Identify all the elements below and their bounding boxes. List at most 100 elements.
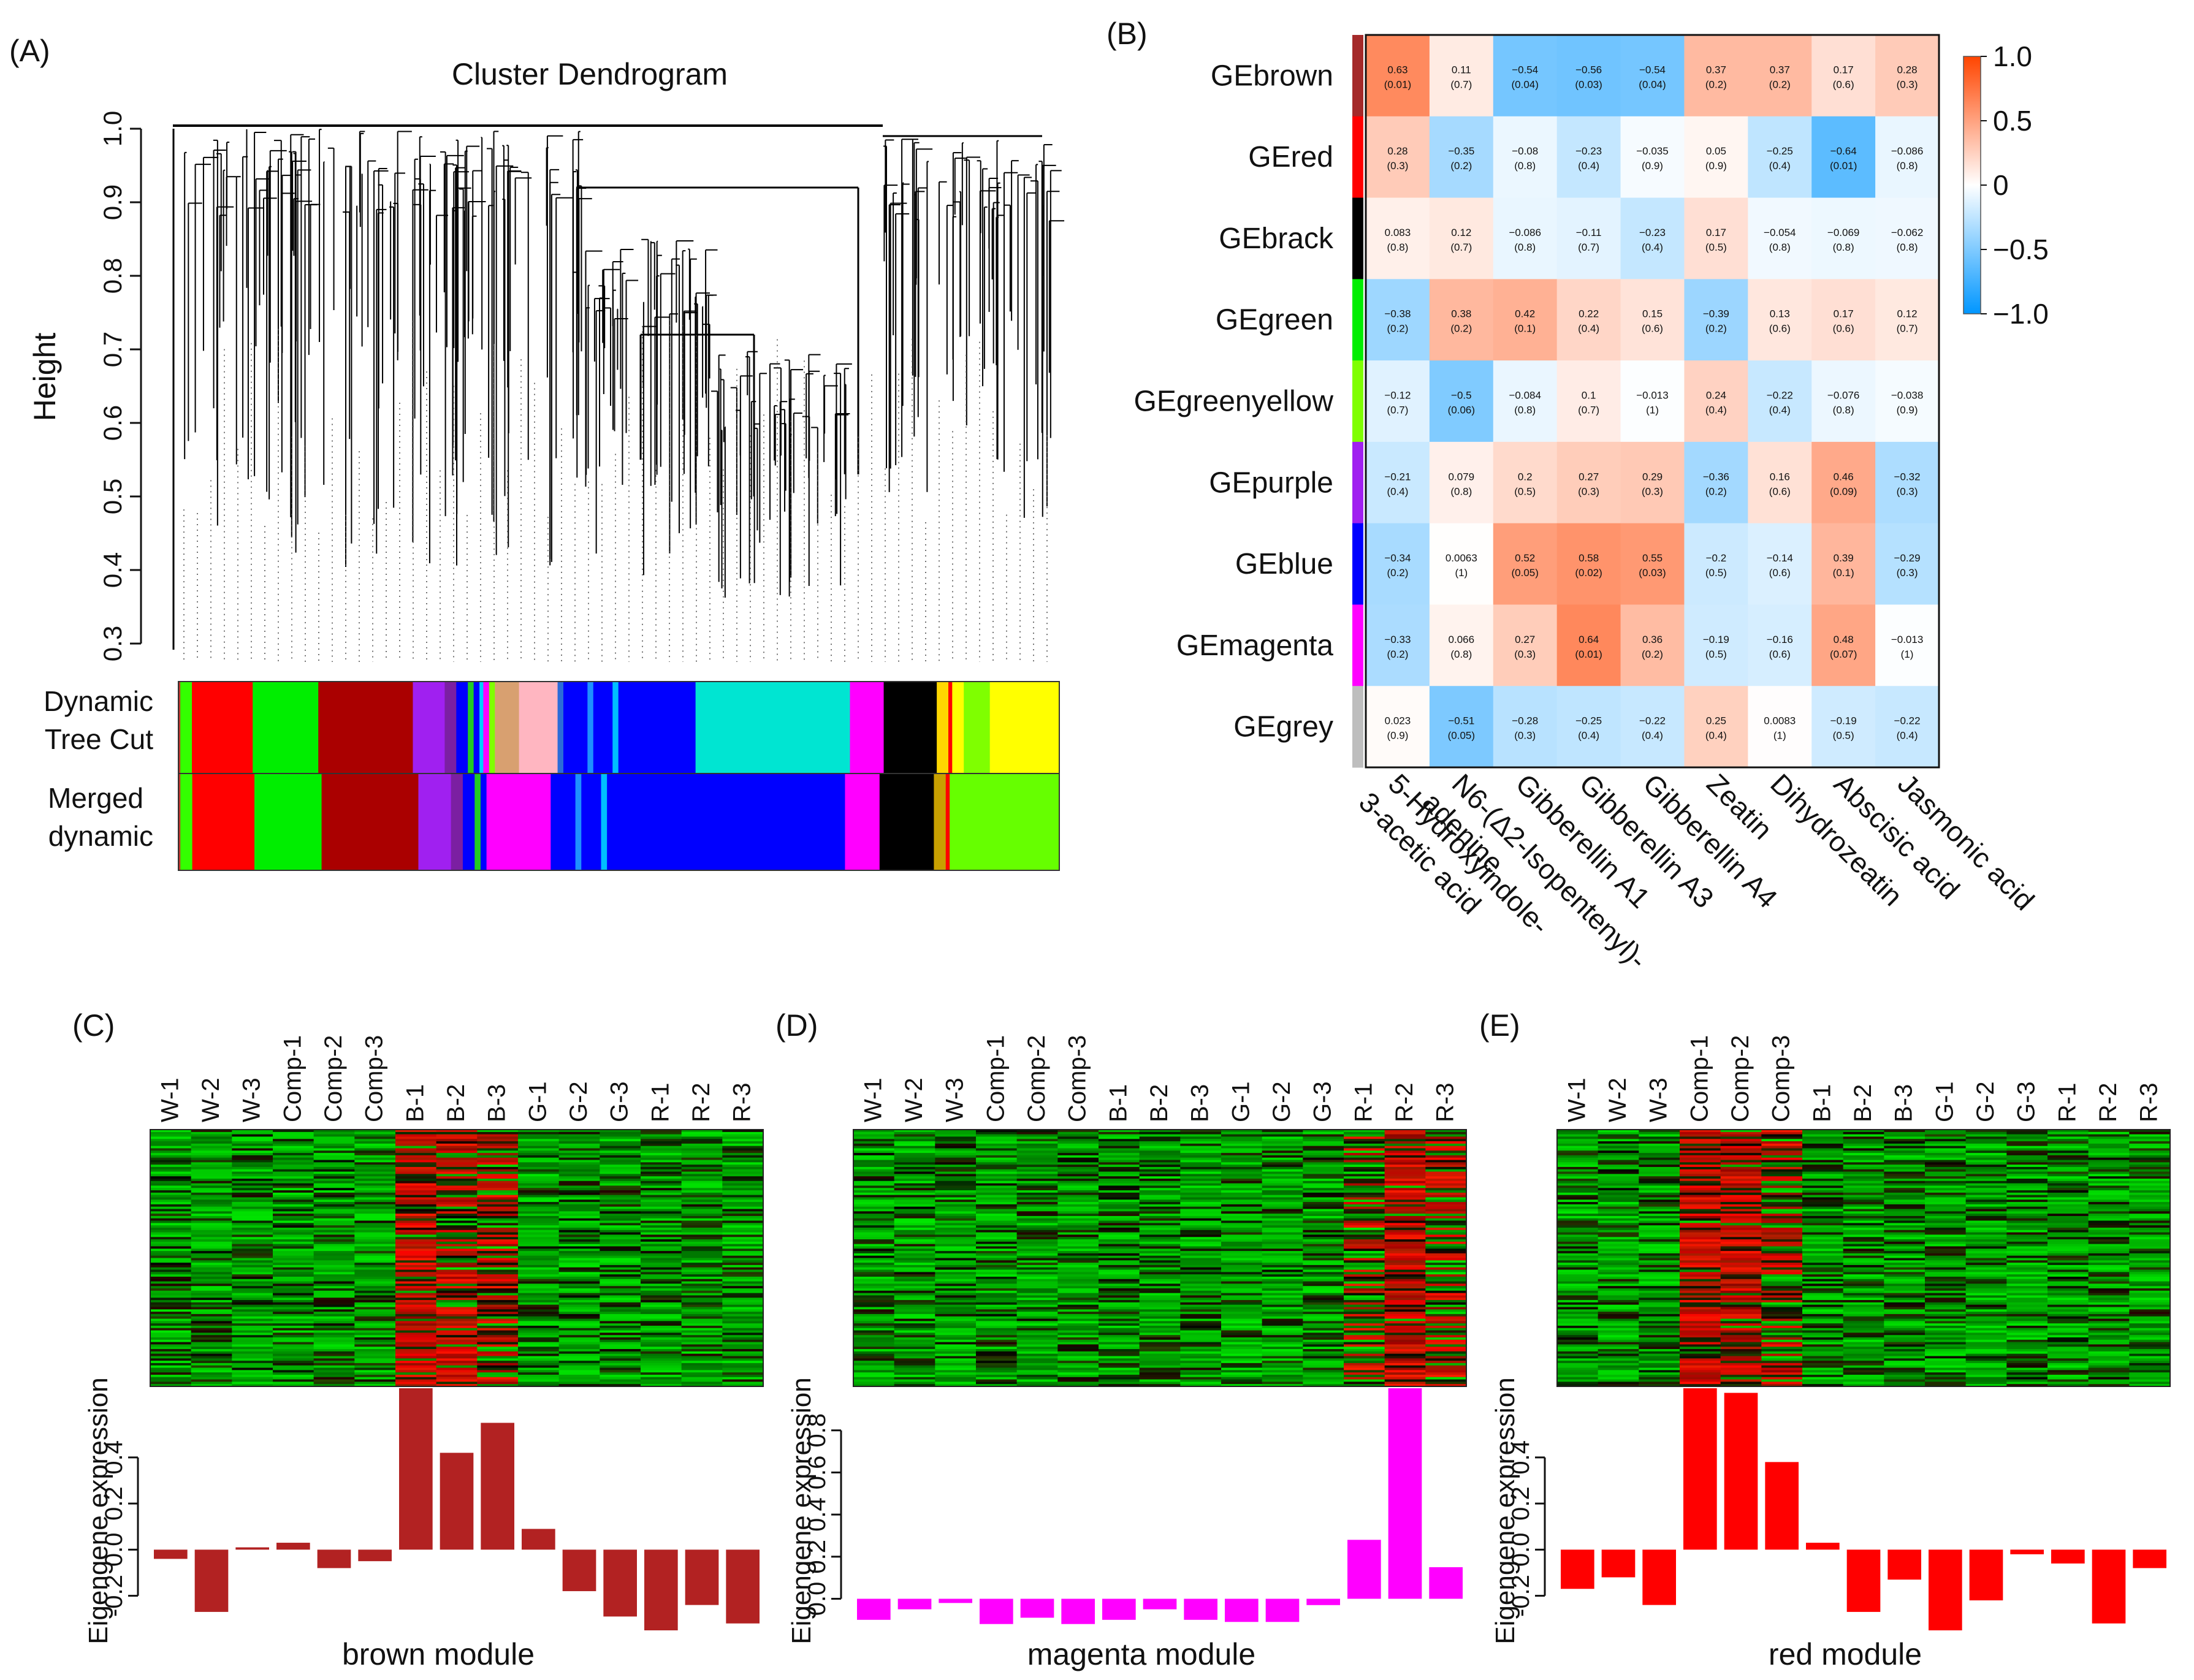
expression-heatmap-cell bbox=[1016, 1150, 1058, 1154]
expression-heatmap-cell bbox=[273, 1239, 314, 1242]
expression-heatmap-cell bbox=[1680, 1323, 1721, 1326]
expression-heatmap-cell bbox=[477, 1146, 519, 1149]
expression-heatmap-cell bbox=[558, 1199, 600, 1203]
expression-heatmap-cell bbox=[935, 1241, 977, 1245]
expression-heatmap-cell bbox=[1180, 1143, 1222, 1147]
expression-heatmap-cell bbox=[313, 1332, 355, 1336]
expression-heatmap-cell bbox=[1761, 1276, 1803, 1280]
cell-correlation: −0.22 bbox=[1767, 390, 1793, 401]
expression-heatmap-cell bbox=[436, 1209, 478, 1212]
expression-heatmap-cell bbox=[232, 1361, 273, 1364]
expression-heatmap-cell bbox=[1598, 1197, 1639, 1200]
expression-heatmap-cell bbox=[477, 1269, 519, 1272]
expression-heatmap-cell bbox=[150, 1209, 192, 1212]
expression-heatmap-cell bbox=[641, 1134, 682, 1138]
expression-heatmap-cell bbox=[1557, 1190, 1599, 1193]
expression-heatmap-cell bbox=[518, 1178, 560, 1182]
expression-heatmap-cell bbox=[1180, 1190, 1222, 1193]
expression-heatmap-cell bbox=[853, 1321, 895, 1324]
expression-heatmap-cell bbox=[1384, 1143, 1426, 1147]
expression-heatmap-cell bbox=[1720, 1312, 1762, 1315]
cell-pvalue: (0.4) bbox=[1578, 160, 1599, 172]
expression-heatmap-cell bbox=[1425, 1153, 1467, 1156]
expression-heatmap-cell bbox=[518, 1166, 560, 1170]
expression-heatmap-cell bbox=[1425, 1165, 1467, 1168]
expression-heatmap-cell bbox=[518, 1298, 560, 1301]
expression-heatmap-cell bbox=[1384, 1160, 1426, 1163]
expression-heatmap-cell bbox=[1598, 1136, 1639, 1139]
expression-heatmap-cell bbox=[1598, 1365, 1639, 1369]
expression-heatmap-cell bbox=[395, 1202, 437, 1205]
expression-heatmap-cell bbox=[1425, 1382, 1467, 1385]
heatmap-frame bbox=[1365, 34, 1940, 769]
expression-heatmap-cell bbox=[1761, 1131, 1803, 1135]
expression-heatmap-cell bbox=[976, 1211, 1018, 1214]
expression-heatmap-cell bbox=[477, 1288, 519, 1291]
cell-pvalue: (0.9) bbox=[1705, 160, 1727, 172]
expression-heatmap-cell bbox=[1557, 1312, 1599, 1315]
expression-heatmap-cell bbox=[477, 1139, 519, 1142]
expression-heatmap-cell bbox=[477, 1313, 519, 1317]
cell-correlation: −0.51 bbox=[1448, 715, 1474, 727]
expression-heatmap-cell bbox=[1598, 1134, 1639, 1138]
expression-heatmap-cell bbox=[1680, 1263, 1721, 1266]
expression-heatmap-cell bbox=[1221, 1180, 1263, 1184]
expression-heatmap-cell bbox=[436, 1269, 478, 1272]
dynamic-tree-cut-segment bbox=[937, 682, 949, 773]
cell-pvalue: (0.3) bbox=[1642, 485, 1663, 497]
expression-heatmap-cell bbox=[1139, 1206, 1181, 1210]
expression-heatmap-cell bbox=[232, 1286, 273, 1289]
dynamic-tree-cut-segment bbox=[178, 682, 181, 773]
expression-heatmap-cell bbox=[1221, 1293, 1263, 1296]
expression-heatmap-cell bbox=[1598, 1174, 1639, 1177]
expression-heatmap-cell bbox=[1262, 1230, 1303, 1233]
expression-heatmap-cell bbox=[681, 1382, 723, 1385]
expression-heatmap-cell bbox=[1384, 1356, 1426, 1359]
expression-heatmap-cell bbox=[1221, 1232, 1263, 1236]
expression-heatmap-cell bbox=[1303, 1225, 1344, 1228]
expression-heatmap-cell bbox=[641, 1260, 682, 1263]
expression-heatmap-cell bbox=[1262, 1332, 1303, 1336]
expression-heatmap-cell bbox=[232, 1382, 273, 1385]
expression-heatmap-cell bbox=[150, 1325, 192, 1329]
expression-heatmap-cell bbox=[1639, 1258, 1680, 1261]
expression-heatmap-cell bbox=[191, 1377, 232, 1380]
expression-heatmap-cell bbox=[273, 1337, 314, 1340]
expression-heatmap-cell bbox=[1639, 1183, 1680, 1187]
expression-heatmap-cell bbox=[191, 1255, 232, 1259]
expression-heatmap-cell bbox=[1221, 1264, 1263, 1268]
expression-heatmap-cell bbox=[1761, 1309, 1803, 1312]
heatmap-cell bbox=[1556, 441, 1621, 524]
expression-heatmap-cell bbox=[354, 1195, 396, 1198]
expression-heatmap-cell bbox=[1639, 1321, 1680, 1324]
expression-heatmap-cell bbox=[1598, 1188, 1639, 1191]
expression-heatmap-cell bbox=[1720, 1209, 1762, 1212]
merged-dynamic-segment bbox=[879, 773, 934, 870]
expression-heatmap-cell bbox=[1180, 1223, 1222, 1226]
expression-heatmap-cell bbox=[1557, 1258, 1599, 1261]
expression-heatmap-cell bbox=[1016, 1302, 1058, 1306]
expression-heatmap-cell bbox=[1262, 1337, 1303, 1340]
expression-heatmap-cell bbox=[313, 1244, 355, 1247]
sample-label: Comp-3 bbox=[1064, 1035, 1091, 1122]
expression-heatmap-cell bbox=[395, 1155, 437, 1158]
cell-correlation: 0.29 bbox=[1642, 471, 1663, 482]
expression-heatmap-cell bbox=[477, 1312, 519, 1315]
expression-heatmap-cell bbox=[1720, 1223, 1762, 1226]
expression-heatmap-cell bbox=[1639, 1269, 1680, 1272]
expression-heatmap-cell bbox=[935, 1330, 977, 1333]
expression-heatmap-cell bbox=[1639, 1263, 1680, 1266]
expression-heatmap-cell bbox=[1344, 1199, 1385, 1203]
expression-heatmap-cell bbox=[1680, 1255, 1721, 1259]
expression-heatmap-cell bbox=[722, 1351, 764, 1355]
expression-heatmap-cell bbox=[436, 1206, 478, 1210]
expression-heatmap-cell bbox=[273, 1130, 314, 1133]
expression-heatmap-cell bbox=[976, 1174, 1018, 1177]
expression-heatmap-cell bbox=[641, 1293, 682, 1296]
expression-heatmap-cell bbox=[1557, 1307, 1599, 1310]
eigengene-bar bbox=[603, 1549, 637, 1617]
expression-heatmap-cell bbox=[191, 1300, 232, 1303]
expression-heatmap-cell bbox=[1761, 1162, 1803, 1165]
expression-heatmap-cell bbox=[1761, 1272, 1803, 1275]
expression-heatmap-cell bbox=[1557, 1344, 1599, 1347]
